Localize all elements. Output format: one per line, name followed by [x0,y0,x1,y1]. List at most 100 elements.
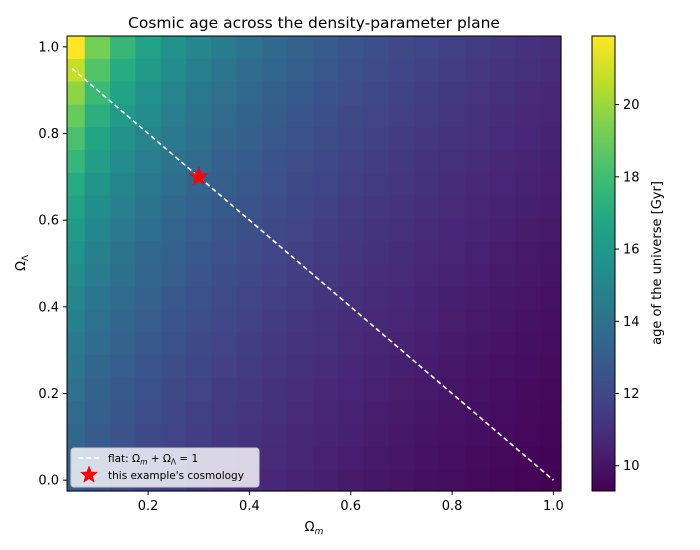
heatmap-cell [515,331,542,356]
heatmap-cell [515,240,542,265]
heatmap-cell [464,81,491,105]
heatmap-cell [490,309,516,333]
y-tick-label: 0.0 [38,474,59,489]
y-tick-label: 1.0 [38,40,59,55]
heatmap-cell [439,240,466,265]
heatmap-cell [312,195,339,219]
chart-title: Cosmic age across the density-parameter … [128,14,500,32]
heatmap-cell [388,195,415,219]
heatmap-cell [262,240,288,265]
heatmap-cell [414,149,440,173]
heatmap-cell [211,309,238,333]
heatmap-cell [490,286,516,310]
heatmap-cell [160,423,187,447]
heatmap-cell [515,217,542,242]
heatmap-cell [540,423,562,447]
heatmap-cell [338,423,364,447]
heatmap-cell [388,263,415,287]
heatmap-cell [414,58,440,82]
heatmap-cell [110,58,136,82]
heatmap-cell [287,423,314,447]
heatmap-cell [110,263,136,287]
heatmap-cell [338,331,364,356]
heatmap-cell [540,58,562,82]
heatmap-cell [388,240,415,265]
heatmap-cell [312,81,339,105]
heatmap-cell [262,263,288,287]
heatmap-cell [439,172,466,196]
heatmap-cell [186,309,212,333]
heatmap-cell [338,58,364,82]
heatmap-cell [211,172,238,196]
heatmap-cell [312,286,339,310]
heatmap-cell [186,126,212,151]
heatmap-cell [135,126,162,151]
heatmap-cell [515,400,542,424]
heatmap-cell [312,309,339,333]
heatmap-cell [236,263,263,287]
heatmap-cell [540,81,562,105]
colorbar-label: age of the universe [Gyr] [650,181,665,345]
heatmap-cell [186,400,212,424]
heatmap-cell [363,217,390,242]
y-tick-label: 0.8 [38,127,59,142]
heatmap-cell [84,103,111,128]
heatmap-cell [490,331,516,356]
heatmap-cell [211,354,238,379]
heatmap-cell [186,81,212,105]
heatmap-cell [186,423,212,447]
heatmap-cell [160,149,187,173]
heatmap-cell [84,58,111,82]
heatmap-cell [414,126,440,151]
heatmap-cell [464,172,491,196]
heatmap-cell [388,58,415,82]
heatmap-cell [110,81,136,105]
heatmap-cell [464,263,491,287]
heatmap-cell [84,400,111,424]
heatmap-cell [464,126,491,151]
heatmap-cell [262,126,288,151]
heatmap-cell [110,36,136,59]
heatmap-cell [135,149,162,173]
heatmap-cell [414,263,440,287]
colorbar-tick-label: 18 [623,170,640,185]
heatmap-cell [287,468,314,492]
heatmap-cell [312,36,339,59]
heatmap-cell [262,400,288,424]
x-tick-label: 1.0 [543,499,564,514]
heatmap-cell [540,217,562,242]
heatmap-cell [67,81,86,105]
heatmap-cell [414,309,440,333]
heatmap-cell [160,36,187,59]
heatmap-cell [338,103,364,128]
legend: flat: Ωm + ΩΛ = 1 this example's cosmolo… [70,447,260,488]
heatmap-cell [312,400,339,424]
heatmap-cell [439,103,466,128]
heatmap-cell [414,377,440,401]
heatmap-cell [414,354,440,379]
heatmap-cell [439,445,466,470]
heatmap-cell [540,468,562,492]
heatmap-cell [262,331,288,356]
heatmap-cell [464,354,491,379]
colorbar-tick-label: 10 [623,459,640,474]
heatmap-cell [287,149,314,173]
heatmap-cell [338,445,364,470]
heatmap-cell [135,103,162,128]
cosmology-star-marker [188,166,209,186]
heatmap-cell [84,423,111,447]
heatmap-cell [490,36,516,59]
heatmap-cell [439,309,466,333]
plot-overlays [71,67,554,481]
heatmap-cell [540,309,562,333]
heatmap-cell [186,217,212,242]
heatmap-cell [287,240,314,265]
heatmap-cell [211,423,238,447]
heatmap-cell [515,126,542,151]
heatmap-cell [490,103,516,128]
heatmap-cell [464,103,491,128]
heatmap-cell [67,286,86,310]
heatmap-cell [388,217,415,242]
y-tick-label: 0.4 [38,300,59,315]
